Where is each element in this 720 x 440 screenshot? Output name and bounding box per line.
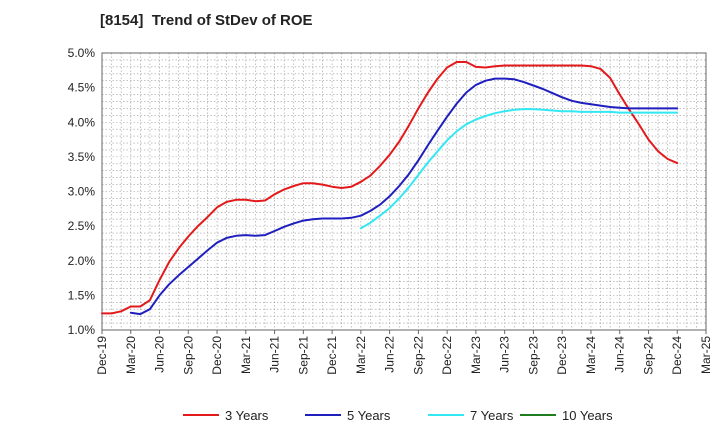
x-tick-label: Jun-23 xyxy=(498,336,512,373)
series-line-5-years xyxy=(129,77,679,316)
y-tick-label: 4.0% xyxy=(68,115,96,129)
x-tick-label: Mar-24 xyxy=(584,336,598,374)
x-tick-label: Sep-23 xyxy=(526,336,540,375)
x-tick-label: Dec-20 xyxy=(210,336,224,375)
x-tick-label: Dec-22 xyxy=(440,336,454,375)
y-tick-label: 1.0% xyxy=(68,323,96,337)
x-tick-label: Mar-21 xyxy=(239,336,253,374)
y-tick-label: 2.0% xyxy=(68,254,96,268)
legend-label: 3 Years xyxy=(225,408,269,423)
y-tick-label: 2.5% xyxy=(68,219,96,233)
series-line-3-years xyxy=(101,61,679,315)
legend-label: 10 Years xyxy=(562,408,613,423)
legend-label: 5 Years xyxy=(347,408,391,423)
y-tick-label: 1.5% xyxy=(68,288,96,302)
y-tick-label: 3.5% xyxy=(68,150,96,164)
x-tick-label: Mar-23 xyxy=(469,336,483,374)
x-tick-label: Sep-24 xyxy=(641,336,655,375)
legend-label: 7 Years xyxy=(470,408,514,423)
x-tick-label: Jun-22 xyxy=(383,336,397,373)
chart-title: [8154] Trend of StDev of ROE xyxy=(100,12,313,29)
plot-border xyxy=(101,52,707,331)
x-tick-label: Mar-25 xyxy=(699,336,713,374)
x-tick-label: Mar-20 xyxy=(124,336,138,374)
x-tick-label: Sep-22 xyxy=(411,336,425,375)
x-tick-label: Jun-24 xyxy=(613,336,627,373)
x-tick-label: Dec-24 xyxy=(670,336,684,375)
y-tick-label: 3.0% xyxy=(68,185,96,199)
x-tick-label: Dec-21 xyxy=(325,336,339,375)
x-tick-label: Jun-21 xyxy=(268,336,282,373)
x-tick-label: Sep-21 xyxy=(296,336,310,375)
x-tick-label: Jun-20 xyxy=(153,336,167,373)
y-tick-label: 4.5% xyxy=(68,81,96,95)
y-tick-label: 5.0% xyxy=(68,46,96,60)
x-tick-label: Dec-19 xyxy=(95,336,109,375)
x-tick-label: Sep-20 xyxy=(181,336,195,375)
x-tick-label: Mar-22 xyxy=(354,336,368,374)
series-line-7-years xyxy=(359,108,679,230)
x-tick-label: Dec-23 xyxy=(555,336,569,375)
